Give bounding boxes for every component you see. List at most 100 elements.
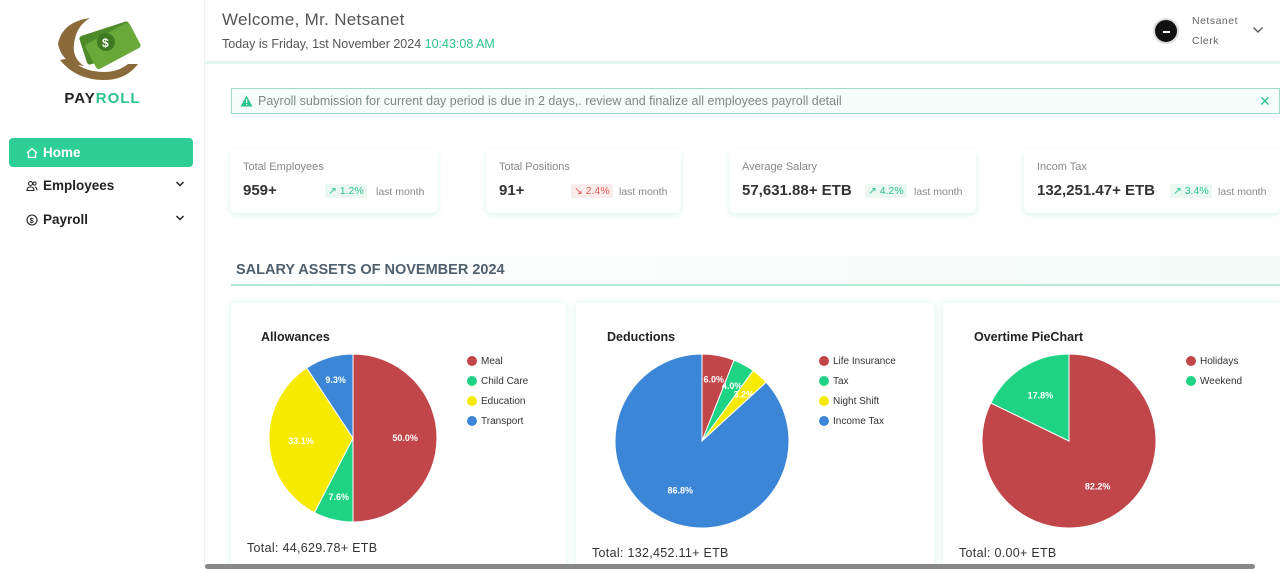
- date-line: Today is Friday, 1st November 2024 10:43…: [222, 37, 495, 51]
- stat-label: Total Employees: [243, 161, 324, 173]
- legend-item[interactable]: Income Tax: [819, 411, 896, 431]
- trend-up-badge: ↗ 3.4%: [1170, 184, 1212, 198]
- legend-label: Transport: [481, 415, 524, 427]
- trend-value: 2.4%: [585, 185, 610, 197]
- pie-slice-holidays[interactable]: [981, 353, 1157, 529]
- pie-slice-income-tax[interactable]: [614, 353, 790, 529]
- chart-card-allowances: Allowances 50.0% 7.6% 33.1% 9.3% Meal Child …: [231, 303, 566, 569]
- stat-suffix: last month: [376, 186, 425, 198]
- legend-swatch: [467, 396, 477, 406]
- top-header: Welcome, Mr. Netsanet Today is Friday, 1…: [205, 0, 1280, 64]
- stat-label: Average Salary: [742, 161, 818, 173]
- sidebar-item-label: Payroll: [43, 212, 89, 227]
- date-text: Today is Friday, 1st November 2024: [222, 37, 422, 51]
- trend-up-badge: ↗ 4.2%: [865, 184, 907, 198]
- close-icon[interactable]: ✕: [1259, 93, 1271, 109]
- stat-card-positions: Total Positions 91+ ↘ 2.4% last month: [486, 149, 681, 213]
- legend-swatch: [819, 416, 829, 426]
- chart-legend: Life Insurance Tax Night Shift Income Tax: [819, 351, 896, 431]
- brand-pay: PAY: [64, 90, 96, 107]
- legend-label: Tax: [833, 375, 849, 387]
- chevron-down-icon[interactable]: [1252, 25, 1264, 35]
- legend-label: Meal: [481, 355, 503, 367]
- allowances-pie: 50.0% 7.6% 33.1% 9.3%: [268, 353, 438, 523]
- legend-item[interactable]: Meal: [467, 351, 528, 371]
- stat-value: 132,251.47+ ETB: [1037, 182, 1156, 199]
- deductions-pie: 6.0%4.0%3.2% 86.8%: [614, 353, 790, 529]
- stat-label: Total Positions: [499, 161, 570, 173]
- pie-label: 3.2%: [733, 389, 754, 399]
- pie-slice-meal[interactable]: [352, 353, 438, 523]
- pie-label: 50.0%: [392, 433, 418, 443]
- legend-label: Weekend: [1200, 375, 1243, 387]
- pie-label: 9.3%: [325, 375, 346, 385]
- home-icon: [26, 147, 38, 159]
- horizontal-scrollbar[interactable]: [205, 564, 1255, 569]
- sidebar-item-label: Home: [43, 145, 81, 160]
- pie-slice-weekend[interactable]: [990, 353, 1070, 442]
- legend-swatch: [467, 416, 477, 426]
- trend-up-badge: ↗ 1.2%: [325, 184, 367, 198]
- legend-swatch: [819, 396, 829, 406]
- payroll-logo: $: [58, 18, 141, 80]
- legend-item[interactable]: Child Care: [467, 371, 528, 391]
- stat-suffix: last month: [1218, 186, 1267, 198]
- sidebar-item-payroll[interactable]: $ Payroll: [9, 205, 193, 234]
- sidebar-item-home[interactable]: Home: [9, 138, 193, 167]
- pie-slice-transport[interactable]: [305, 353, 354, 440]
- legend-swatch: [1186, 356, 1196, 366]
- chart-card-overtime: Overtime PieChart 82.2% 17.8% Holidays Wee…: [943, 303, 1280, 569]
- legend-item[interactable]: Weekend: [1186, 371, 1242, 391]
- legend-item[interactable]: Education: [467, 391, 528, 411]
- brand-name: PAYROLL: [0, 90, 205, 107]
- legend-label: Education: [481, 395, 526, 407]
- pie-label: 7.6%: [328, 492, 349, 502]
- legend-swatch: [467, 376, 477, 386]
- legend-item[interactable]: Holidays: [1186, 351, 1242, 371]
- stat-value: 91+: [499, 182, 525, 199]
- trend-down-badge: ↘ 2.4%: [571, 184, 613, 198]
- alert-banner: Payroll submission for current day perio…: [231, 88, 1280, 114]
- chart-title: Allowances: [261, 330, 330, 344]
- legend-item[interactable]: Life Insurance: [819, 351, 896, 371]
- pie-label: 86.8%: [668, 485, 694, 495]
- pie-label: 82.2%: [1085, 482, 1111, 492]
- chevron-down-icon[interactable]: [175, 179, 185, 189]
- legend-item[interactable]: Night Shift: [819, 391, 896, 411]
- pie-slice-education[interactable]: [268, 367, 354, 514]
- stat-label: Incom Tax: [1037, 161, 1087, 173]
- dollar-circle-icon: $: [26, 213, 38, 226]
- chart-title: Deductions: [607, 330, 676, 344]
- sidebar-item-label: Employees: [43, 178, 115, 193]
- avatar[interactable]: [1153, 18, 1179, 44]
- pie-label: 17.8%: [1028, 390, 1054, 400]
- chart-total: Total: 44,629.78+ ETB: [247, 541, 378, 555]
- stat-value: 57,631.88+ ETB: [742, 182, 852, 199]
- stat-suffix: last month: [914, 186, 963, 198]
- section-title: SALARY ASSETS OF NOVEMBER 2024: [231, 256, 1280, 286]
- legend-swatch: [467, 356, 477, 366]
- trend-value: 1.2%: [339, 185, 364, 197]
- svg-text:$: $: [30, 215, 35, 224]
- legend-swatch: [1186, 376, 1196, 386]
- sidebar-item-employees[interactable]: Employees: [9, 171, 193, 200]
- stat-card-income-tax: Incom Tax 132,251.47+ ETB ↗ 3.4% last mo…: [1024, 149, 1280, 213]
- trend-value: 3.4%: [1184, 185, 1209, 197]
- legend-item[interactable]: Transport: [467, 411, 528, 431]
- pie-label: 6.0%: [703, 374, 724, 384]
- stat-card-employees: Total Employees 959+ ↗ 1.2% last month: [230, 149, 438, 213]
- user-name: Netsanet: [1192, 15, 1239, 27]
- stat-card-average-salary: Average Salary 57,631.88+ ETB ↗ 4.2% las…: [729, 149, 976, 213]
- legend-swatch: [819, 356, 829, 366]
- pie-label: 4.0%: [722, 381, 743, 391]
- alert-text: Payroll submission for current day perio…: [258, 94, 842, 108]
- legend-item[interactable]: Tax: [819, 371, 896, 391]
- trend-value: 4.2%: [879, 185, 904, 197]
- chart-legend: Meal Child Care Education Transport: [467, 351, 528, 431]
- chart-total: Total: 0.00+ ETB: [959, 546, 1057, 560]
- chart-title: Overtime PieChart: [974, 330, 1084, 344]
- legend-swatch: [819, 376, 829, 386]
- chevron-down-icon[interactable]: [175, 213, 185, 223]
- stat-suffix: last month: [619, 186, 668, 198]
- chart-card-deductions: Deductions 6.0% 4.0% 3.2% 86.8% Life Insura…: [576, 303, 934, 569]
